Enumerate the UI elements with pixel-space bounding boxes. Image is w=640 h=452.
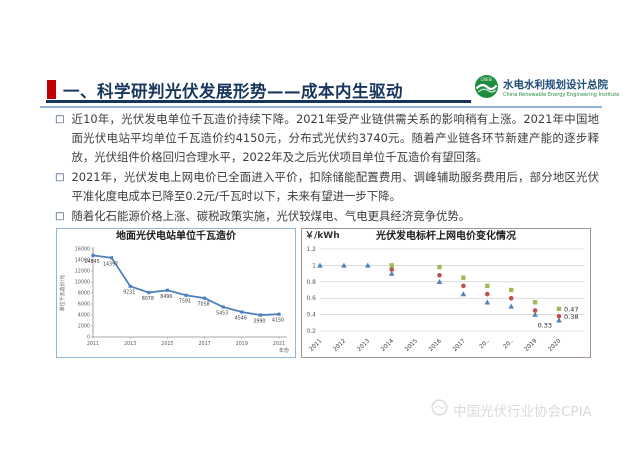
right-chart-title: ￥/kWh 光伏发电标杆上网电价变化情况 <box>302 229 590 243</box>
svg-text:14000: 14000 <box>75 258 90 264</box>
svg-text:0.6: 0.6 <box>306 295 316 302</box>
bullet-item-cost-decline: □ 近10年，光伏发电单位千瓦造价持续下降。2021年受产业链供需关系的影响稍有… <box>55 110 599 167</box>
svg-text:9231: 9231 <box>123 290 135 296</box>
svg-text:7591: 7591 <box>179 299 191 305</box>
svg-text:0.8: 0.8 <box>306 279 316 286</box>
feed-in-tariff-plot: 0.2 0.4 0.6 0.8 1 1.2 2011 2012 2013 2014 2015 2016… <box>306 246 585 353</box>
bullet-square-icon: □ <box>55 172 65 183</box>
org-name-en: China Renewable Energy Engineering Insti… <box>503 91 620 98</box>
cpia-watermark: 中国光伏行业协会CPIA <box>431 399 592 420</box>
svg-text:8078: 8078 <box>142 296 154 302</box>
page-title: 一、科学研判光伏发展形势——成本内生驱动 <box>63 82 403 101</box>
ground-pv-cost-plot: 0 2000 4000 6000 8000 10000 12000 14000 16000 201… <box>59 247 289 354</box>
svg-text:2014: 2014 <box>380 338 395 353</box>
cpia-watermark-text: 中国光伏行业协会CPIA <box>453 403 592 420</box>
svg-text:14397: 14397 <box>103 261 118 267</box>
svg-text:4000: 4000 <box>78 313 90 319</box>
org-logo-text: 水电水利规划设计总院 China Renewable Energy Engine… <box>503 79 619 97</box>
left-chart-title: 地面光伏电站单位千瓦造价 <box>116 231 236 242</box>
svg-text:0.33: 0.33 <box>538 321 552 329</box>
svg-text:20..: 20.. <box>479 338 491 350</box>
svg-text:2021: 2021 <box>273 341 285 347</box>
org-logo: CREEI 水电水利规划设计总院 China Renewable Energy … <box>471 73 623 104</box>
right-chart-y-unit: ￥/kWh <box>305 231 340 241</box>
svg-text:0.4: 0.4 <box>306 312 316 319</box>
svg-text:单位千瓦造价/元: 单位千瓦造价/元 <box>59 275 66 312</box>
svg-text:4150: 4150 <box>272 318 284 324</box>
svg-text:2013: 2013 <box>357 338 372 353</box>
svg-text:2011: 2011 <box>87 341 99 347</box>
svg-text:20..: 20.. <box>503 338 515 350</box>
svg-text:14845: 14845 <box>84 259 99 265</box>
svg-text:0.2: 0.2 <box>306 328 316 335</box>
bullet-text: 随着化石能源价格上涨、碳税政策实施，光伏较煤电、气电更具经济竞争优势。 <box>71 209 471 223</box>
svg-text:0: 0 <box>87 335 90 341</box>
svg-text:5453: 5453 <box>216 311 228 317</box>
bullet-square-icon: □ <box>55 211 65 222</box>
svg-text:0.47: 0.47 <box>564 305 578 313</box>
ground-pv-cost-chart: 地面光伏电站单位千瓦造价 0 2000 4000 6000 8000 10000 12000… <box>56 228 296 358</box>
svg-text:2019: 2019 <box>236 341 248 347</box>
svg-text:2017: 2017 <box>198 341 210 347</box>
bullet-list: □ 近10年，光伏发电单位千瓦造价持续下降。2021年受产业链供需关系的影响稍有… <box>55 110 599 227</box>
svg-text:2012: 2012 <box>333 338 348 353</box>
svg-text:2017: 2017 <box>452 338 467 353</box>
svg-text:1.2: 1.2 <box>306 246 316 253</box>
svg-text:2016: 2016 <box>428 338 443 353</box>
feed-in-tariff-chart: ￥/kWh 光伏发电标杆上网电价变化情况 0.2 0.4 0.6 0.8 1 1.2 201… <box>301 228 591 358</box>
right-chart-title-text: 光伏发电标杆上网电价变化情况 <box>376 231 516 242</box>
bullet-text: 近10年，光伏发电单位千瓦造价持续下降。2021年受产业链供需关系的影响稍有上涨… <box>71 112 599 164</box>
svg-text:3990: 3990 <box>253 319 265 325</box>
svg-text:0.38: 0.38 <box>564 313 578 321</box>
svg-text:CREEI: CREEI <box>481 77 493 82</box>
svg-text:2015: 2015 <box>404 338 419 353</box>
svg-text:8000: 8000 <box>78 291 90 297</box>
bullet-text: 2021年，光伏发电上网电价已全面进入平价，扣除储能配置费用、调峰辅助服务费用后… <box>71 170 599 203</box>
header-rule-navy <box>46 100 602 103</box>
svg-text:2000: 2000 <box>78 324 90 330</box>
svg-text:12000: 12000 <box>75 269 90 275</box>
creei-logo-icon: CREEI <box>474 74 499 103</box>
svg-text:2013: 2013 <box>124 341 136 347</box>
svg-text:6000: 6000 <box>78 302 90 308</box>
bullet-item-competitiveness: □ 随着化石能源价格上涨、碳税政策实施，光伏较煤电、气电更具经济竞争优势。 <box>55 207 599 226</box>
svg-text:2011: 2011 <box>309 338 324 353</box>
bullet-item-grid-parity: □ 2021年，光伏发电上网电价已全面进入平价，扣除储能配置费用、调峰辅助服务费… <box>55 168 599 206</box>
svg-text:2019: 2019 <box>524 338 539 353</box>
svg-text:4546: 4546 <box>235 315 247 321</box>
org-name-cn: 水电水利规划设计总院 <box>503 79 608 92</box>
bullet-square-icon: □ <box>55 114 65 125</box>
svg-text:7058: 7058 <box>197 302 209 308</box>
svg-text:1: 1 <box>312 262 316 269</box>
svg-text:8496: 8496 <box>160 294 172 300</box>
svg-text:年份: 年份 <box>279 347 289 354</box>
header-rule-light <box>40 105 602 108</box>
svg-text:2015: 2015 <box>161 341 173 347</box>
title-accent-bar <box>47 80 56 99</box>
svg-text:2020: 2020 <box>548 338 563 353</box>
svg-text:16000: 16000 <box>75 247 90 253</box>
svg-text:10000: 10000 <box>75 280 90 286</box>
cpia-logo-icon <box>431 399 448 420</box>
